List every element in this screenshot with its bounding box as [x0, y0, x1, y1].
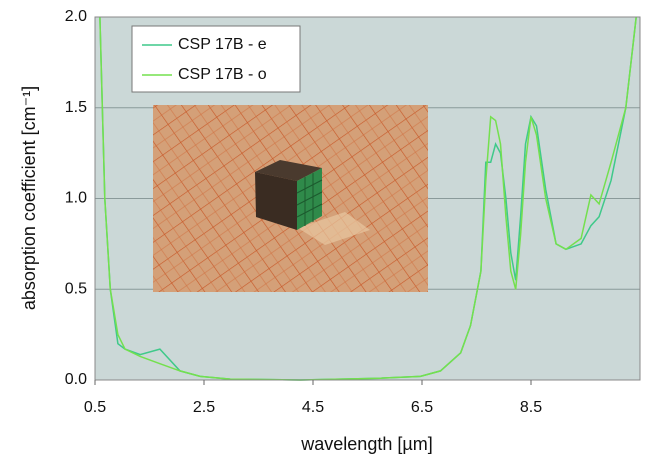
- y-tick-label: 0.0: [65, 371, 87, 388]
- y-tick-label: 1.0: [65, 190, 87, 207]
- y-axis-title: absorption coefficient [cm⁻¹]: [19, 86, 39, 310]
- lines: [99, 16, 637, 381]
- y-tick-label: 0.5: [65, 280, 87, 297]
- series-line: [99, 16, 637, 381]
- legend-label: CSP 17B - e: [178, 36, 267, 53]
- y-tick-label: 2.0: [65, 8, 87, 25]
- legend-box: [131, 25, 301, 93]
- x-tick-label: 6.5: [411, 399, 433, 416]
- x-axis-title: wavelength [µm]: [300, 434, 432, 454]
- x-tick-label: 4.5: [302, 399, 324, 416]
- y-tick-label: 1.5: [65, 99, 87, 116]
- x-tick-label: 2.5: [193, 399, 215, 416]
- legend: CSP 17B - e CSP 17B - o: [131, 25, 301, 93]
- x-tick-label: 8.5: [520, 399, 542, 416]
- inset-photo: [153, 105, 428, 292]
- x-tick-label: 0.5: [84, 399, 106, 416]
- plot-frame: [94, 16, 641, 381]
- legend-label: CSP 17B - o: [178, 66, 267, 83]
